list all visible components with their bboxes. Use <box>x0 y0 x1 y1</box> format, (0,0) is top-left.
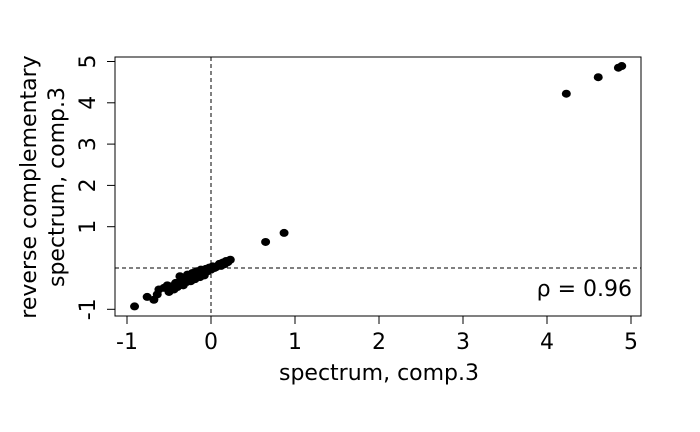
y-tick-label: 5 <box>76 55 101 69</box>
data-point <box>225 255 235 264</box>
data-point <box>279 228 289 237</box>
data-points <box>130 62 627 311</box>
x-axis-title: spectrum, comp.3 <box>279 361 479 386</box>
x-tick-label: 5 <box>624 330 638 355</box>
data-point <box>261 237 271 246</box>
y-tick-label: 2 <box>76 178 101 192</box>
data-point <box>142 292 152 301</box>
x-tick-label: 4 <box>540 330 554 355</box>
y-axis-title-line-2: spectrum, comp.3 <box>45 87 70 287</box>
x-tick-label: 1 <box>288 330 302 355</box>
data-point <box>593 73 603 82</box>
y-tick-label: -1 <box>76 298 101 320</box>
data-point <box>130 302 140 311</box>
x-tick-label: 3 <box>456 330 470 355</box>
y-tick-label: 4 <box>76 96 101 110</box>
y-axis-title-line-1: reverse complementary <box>17 55 42 318</box>
x-tick-label: -1 <box>116 330 138 355</box>
data-point <box>561 89 571 98</box>
y-tick-label: 1 <box>76 220 101 234</box>
x-tick-label: 2 <box>372 330 386 355</box>
y-axis: -1 1 2 3 4 5 <box>76 55 116 320</box>
correlation-annotation: ρ = 0.96 <box>537 277 632 302</box>
data-point <box>617 62 627 71</box>
x-tick-label: 0 <box>204 330 218 355</box>
x-axis: -1 0 1 2 3 4 5 <box>116 315 638 355</box>
y-tick-label: 3 <box>76 137 101 151</box>
